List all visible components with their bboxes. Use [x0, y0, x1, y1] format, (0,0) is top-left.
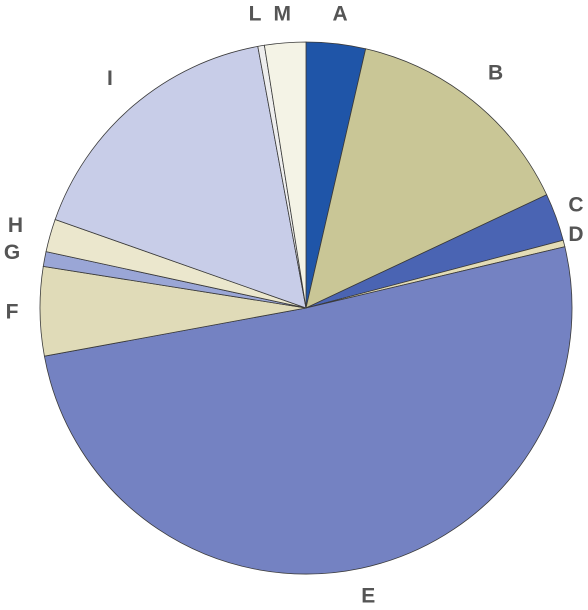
pie-slices: [39, 41, 573, 575]
pie-label-c: C: [568, 193, 583, 216]
pie-label-i: I: [107, 67, 113, 90]
pie-label-a: A: [333, 3, 348, 26]
pie-slice-m: [263, 41, 307, 309]
pie-slice-e: [43, 246, 573, 575]
pie-label-e: E: [361, 585, 375, 608]
pie-label-l: L: [249, 3, 262, 26]
pie-label-b: B: [488, 61, 503, 84]
pie-label-f: F: [6, 300, 19, 323]
pie-label-g: G: [4, 241, 20, 264]
pie-label-h: H: [8, 214, 23, 237]
pie-labels: A B CD E F GH I L M: [4, 3, 584, 608]
pie-label-m: M: [274, 3, 292, 26]
pie-slice-b: [305, 48, 548, 309]
pie-label-d: D: [568, 223, 583, 246]
pie-slice-i: [54, 45, 307, 309]
